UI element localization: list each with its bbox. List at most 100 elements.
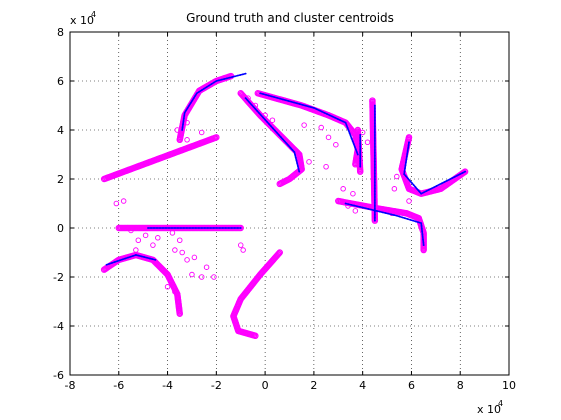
centroid-point — [218, 79, 220, 82]
centroid-point — [422, 238, 424, 241]
outlier-point — [301, 122, 307, 128]
centroid-point — [406, 218, 409, 220]
centroid-point — [387, 212, 390, 215]
centroid-point — [174, 227, 176, 229]
centroid-point — [284, 99, 287, 102]
centroid-point — [140, 255, 143, 258]
centroid-point — [428, 188, 430, 191]
centroid-point — [406, 150, 409, 152]
centroid-point — [373, 151, 376, 154]
centroid-line — [403, 141, 466, 195]
centroid-point — [270, 125, 272, 128]
centroid-point — [220, 78, 223, 81]
centroid-point — [134, 254, 137, 256]
ground-truth-point — [356, 168, 364, 175]
centroid-point — [279, 97, 281, 100]
centroid-point — [373, 193, 376, 195]
centroid-point — [275, 131, 278, 134]
x-tick-label: -6 — [113, 379, 124, 392]
centroid-point — [358, 206, 361, 208]
centroid-point — [194, 94, 197, 97]
centroid-point — [293, 101, 296, 104]
centroid-point — [230, 227, 233, 229]
centroid-point — [373, 142, 376, 145]
centroid-point — [124, 257, 127, 260]
centroid-point — [111, 262, 113, 264]
centroid-point — [296, 102, 298, 105]
centroid-point — [422, 241, 425, 244]
centroid-point — [350, 203, 353, 206]
centroid-point — [183, 227, 185, 229]
centroid-point — [344, 121, 347, 124]
centroid-point — [185, 109, 188, 112]
x-exponent: x 10 4 — [477, 399, 503, 416]
centroid-point — [378, 210, 381, 213]
centroid-point — [352, 142, 355, 145]
x-axis: -8 -6 -4 -2 0 2 4 6 8 10 — [65, 32, 516, 392]
centroid-point — [373, 204, 376, 207]
centroid-point — [346, 127, 349, 129]
centroid-point — [373, 166, 376, 169]
centroid-point — [242, 73, 244, 76]
centroid-point — [359, 145, 362, 148]
centroid-point — [108, 262, 111, 265]
centroid-point — [318, 109, 321, 112]
centroid-point — [205, 86, 208, 89]
centroid-point — [215, 80, 218, 82]
centroid-point — [183, 111, 186, 114]
centroid-point — [384, 212, 387, 214]
centroid-point — [315, 108, 318, 111]
centroid-point — [186, 227, 188, 229]
centroid-point — [223, 78, 226, 80]
centroid-point — [359, 142, 362, 145]
ground-truth-point — [461, 168, 469, 175]
centroid-point — [197, 227, 200, 229]
centroid-point — [440, 182, 443, 185]
centroid-point — [165, 227, 167, 229]
centroid-point — [283, 140, 286, 143]
centroid-point — [121, 258, 124, 261]
centroid-point — [367, 208, 370, 210]
centroid-point — [373, 169, 376, 172]
outlier-point — [155, 235, 161, 241]
outlier-point — [364, 139, 371, 145]
centroid-point — [373, 216, 376, 219]
centroid-point — [461, 172, 464, 174]
centroid-point — [188, 227, 191, 229]
x-tick-label: 8 — [457, 379, 464, 392]
centroid-point — [151, 258, 154, 261]
outlier-point — [406, 198, 412, 204]
centroid-point — [347, 129, 350, 132]
centroid-point — [373, 190, 376, 193]
y-tick-label: -2 — [53, 271, 64, 284]
centroid-point — [298, 103, 301, 105]
centroid-point — [198, 90, 201, 93]
centroid-point — [420, 192, 423, 195]
centroid-point — [159, 227, 161, 229]
centroid-point — [116, 260, 119, 263]
centroid-point — [425, 190, 428, 193]
centroid-point — [373, 119, 376, 122]
centroid-point — [373, 160, 376, 163]
centroid-point — [373, 104, 376, 107]
centroid-point — [143, 256, 146, 258]
centroid-point — [448, 178, 451, 181]
outlier-point — [172, 247, 178, 253]
centroid-point — [351, 140, 354, 143]
centroid-point — [262, 116, 265, 119]
outlier-point — [189, 271, 195, 278]
centroid-point — [226, 77, 228, 80]
centroid-point — [267, 94, 270, 97]
centroid-point — [150, 227, 152, 229]
centroid-point — [326, 113, 328, 115]
centroid-point — [239, 227, 242, 229]
centroid-point — [373, 163, 376, 166]
centroid-point — [273, 129, 276, 132]
centroid-point — [401, 216, 404, 219]
centroid-point — [443, 181, 446, 183]
x-tick-label: -4 — [162, 379, 173, 392]
centroid-point — [373, 131, 376, 133]
outlier-point — [391, 186, 398, 192]
centroid-point — [239, 74, 242, 76]
